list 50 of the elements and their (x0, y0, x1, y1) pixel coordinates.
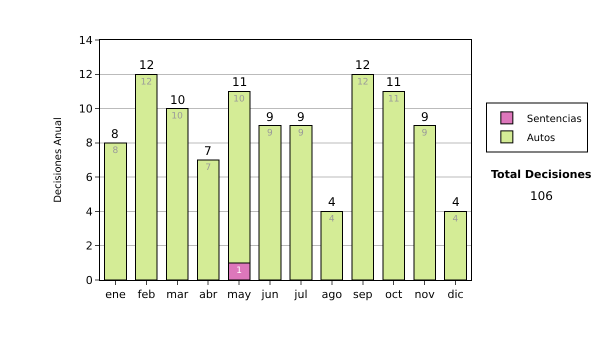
data-label: 8 (112, 146, 118, 156)
x-tick-label: feb (138, 288, 156, 302)
data-label: 7 (205, 163, 212, 173)
text: 106 (530, 189, 553, 203)
y-tick-label: 4 (86, 205, 93, 218)
x-tick-label: ene (105, 288, 126, 302)
total-label: 4 (328, 195, 336, 209)
total-label: 10 (170, 93, 186, 107)
total-label: 12 (139, 58, 154, 72)
data-label: 11 (388, 94, 400, 104)
x-tick-label: jun (260, 288, 279, 302)
x-tick-label: may (227, 288, 252, 302)
data-label: 9 (267, 128, 274, 139)
data-label: 4 (452, 214, 459, 224)
total-label: 9 (421, 110, 429, 124)
y-tick-label: 10 (78, 102, 93, 116)
y-axis-title: Decisiones Anual (52, 117, 64, 203)
y-tick-label: 14 (78, 34, 93, 47)
total-label: 9 (297, 110, 305, 124)
total-label: 8 (111, 127, 119, 141)
data-label: 12 (357, 77, 369, 88)
x-tick-label: nov (414, 288, 436, 302)
x-tick-label: dic (447, 288, 464, 302)
total-label: 7 (204, 144, 212, 158)
y-tick-label: 12 (78, 68, 93, 82)
legend-label: Sentencias (526, 114, 582, 125)
data-label: 9 (298, 128, 304, 139)
data-label: 1 (236, 266, 242, 276)
data-label: 12 (140, 77, 152, 88)
text: Total Decisiones (491, 168, 592, 181)
x-tick-label: oct (385, 288, 403, 302)
total-label: 11 (232, 75, 248, 89)
data-label: 4 (328, 214, 335, 224)
x-tick-label: abr (199, 288, 218, 302)
y-tick-label: 0 (86, 274, 93, 287)
x-tick-label: mar (166, 288, 189, 302)
y-tick-label: 2 (86, 240, 93, 253)
total-label: 11 (386, 75, 402, 89)
y-tick-label: 8 (86, 136, 93, 150)
y-tick-label: 6 (86, 170, 93, 184)
data-label: 10 (233, 94, 245, 104)
total-label: 4 (452, 195, 460, 209)
x-tick-label: sep (353, 288, 373, 302)
x-tick-label: jul (293, 288, 308, 302)
data-label: 9 (422, 128, 428, 139)
x-tick-label: ago (322, 288, 342, 302)
total-label: 9 (266, 110, 274, 124)
total-label: 12 (355, 58, 370, 72)
data-label: 10 (171, 112, 184, 122)
legend-label: Autos (526, 132, 556, 144)
